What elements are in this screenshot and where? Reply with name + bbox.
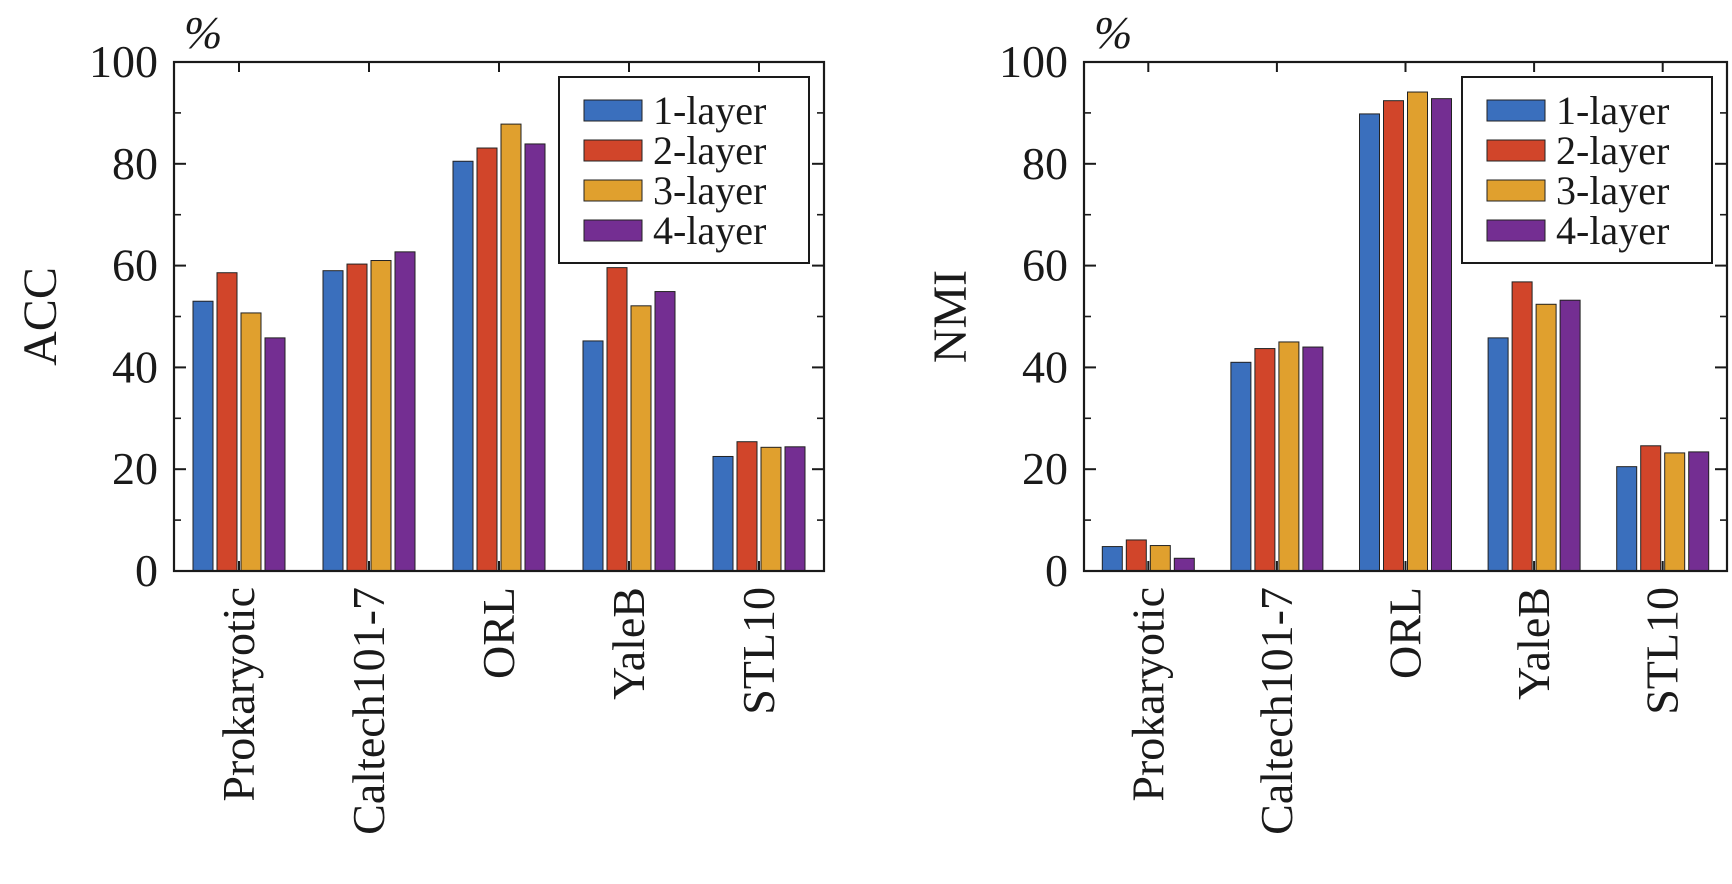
bar-1-layer-stl10 (1616, 466, 1638, 572)
bar-2-layer-yaleb (606, 267, 628, 572)
legend-swatch-3-layer (1486, 179, 1546, 202)
y-tick-label: 80 (1022, 138, 1068, 189)
bar-3-layer-caltech101-7 (370, 260, 392, 572)
bar-1-layer-yaleb (582, 340, 604, 572)
bar-3-layer-yaleb (1535, 303, 1557, 572)
bar-3-layer-prokaryotic (1149, 545, 1171, 572)
x-tick-label-stl10: STL10 (1637, 587, 1688, 715)
x-tick-label-yaleb: YaleB (603, 587, 654, 700)
x-tick-label-stl10: STL10 (733, 587, 784, 715)
y-axis-label: ACC (14, 267, 67, 366)
y-tick-label: 100 (89, 36, 158, 87)
y-tick-label: 40 (112, 341, 158, 392)
bar-2-layer-stl10 (1640, 445, 1662, 572)
legend-swatch-1-layer (583, 99, 643, 122)
bar-1-layer-orl (1359, 113, 1380, 572)
bar-2-layer-yaleb (1511, 281, 1533, 572)
x-tick-label-prokaryotic: Prokaryotic (1122, 587, 1173, 802)
x-tick-label-caltech101-7: Caltech101-7 (1251, 587, 1302, 835)
y-axis-label: NMI (924, 270, 977, 363)
legend-label-3-layer: 3-layer (1556, 168, 1669, 213)
bar-3-layer-stl10 (760, 446, 782, 572)
unit-label: % (1094, 7, 1132, 58)
y-tick-label: 80 (112, 138, 158, 189)
y-tick-label: 0 (1045, 545, 1068, 596)
legend-label-4-layer: 4-layer (653, 208, 766, 253)
bar-3-layer-orl (500, 123, 522, 572)
legend-label-3-layer: 3-layer (653, 168, 766, 213)
legend-swatch-2-layer (583, 139, 643, 162)
x-tick-label-orl: ORL (1380, 587, 1431, 679)
x-tick-label-yaleb: YaleB (1508, 587, 1559, 700)
bar-2-layer-orl (476, 147, 498, 572)
bar-3-layer-prokaryotic (240, 312, 262, 572)
legend-label-1-layer: 1-layer (1556, 88, 1669, 133)
x-tick-label-prokaryotic: Prokaryotic (213, 587, 264, 802)
bar-1-layer-orl (452, 160, 474, 572)
bar-1-layer-stl10 (712, 455, 734, 572)
bar-3-layer-orl (1407, 91, 1428, 572)
bar-1-layer-caltech101-7 (1230, 361, 1252, 572)
y-tick-label: 0 (135, 545, 158, 596)
bar-1-layer-caltech101-7 (322, 270, 344, 572)
bar-4-layer-stl10 (784, 446, 806, 572)
y-tick-label: 60 (112, 240, 158, 291)
legend-swatch-3-layer (583, 179, 643, 202)
bar-1-layer-prokaryotic (1101, 546, 1123, 572)
x-tick-label-caltech101-7: Caltech101-7 (343, 587, 394, 835)
bar-4-layer-caltech101-7 (1302, 346, 1324, 572)
bar-4-layer-yaleb (654, 291, 676, 572)
bar-4-layer-orl (1431, 98, 1452, 572)
bar-4-layer-orl (524, 143, 546, 572)
bar-4-layer-stl10 (1688, 451, 1710, 572)
y-tick-label: 20 (1022, 443, 1068, 494)
bar-3-layer-caltech101-7 (1278, 341, 1300, 572)
bar-4-layer-prokaryotic (1173, 557, 1195, 572)
legend-label-2-layer: 2-layer (1556, 128, 1669, 173)
bar-2-layer-caltech101-7 (346, 263, 368, 572)
y-tick-label: 60 (1022, 240, 1068, 291)
legend-swatch-1-layer (1486, 99, 1546, 122)
legend-swatch-2-layer (1486, 139, 1546, 162)
bar-4-layer-caltech101-7 (394, 251, 416, 572)
x-tick-label-orl: ORL (473, 587, 524, 679)
bar-3-layer-stl10 (1664, 452, 1686, 572)
legend-swatch-4-layer (583, 219, 643, 242)
nmi-bar-chart-panel: 0 20 40 60 80 100 Prokaryotic Caltech101-7 ORL Ya… (924, 7, 1729, 835)
legend-label-4-layer: 4-layer (1556, 208, 1669, 253)
bar-2-layer-orl (1383, 100, 1404, 572)
legend-label-1-layer: 1-layer (653, 88, 766, 133)
bar-4-layer-prokaryotic (264, 337, 286, 572)
bar-1-layer-yaleb (1487, 337, 1509, 572)
bar-2-layer-caltech101-7 (1254, 348, 1276, 572)
y-tick-label: 20 (112, 443, 158, 494)
bar-2-layer-prokaryotic (1125, 539, 1147, 572)
acc-bar-chart-panel: 0 20 40 60 80 100 Prokaryotic Caltech101-7 ORL Ya… (14, 7, 826, 835)
bar-2-layer-prokaryotic (216, 272, 238, 572)
bar-3-layer-yaleb (630, 305, 652, 572)
y-tick-label: 40 (1022, 341, 1068, 392)
legend-swatch-4-layer (1486, 219, 1546, 242)
y-tick-label: 100 (999, 36, 1068, 87)
bar-1-layer-prokaryotic (192, 300, 214, 572)
bar-4-layer-yaleb (1559, 299, 1581, 572)
bar-2-layer-stl10 (736, 441, 758, 572)
unit-label: % (184, 7, 222, 58)
legend-label-2-layer: 2-layer (653, 128, 766, 173)
